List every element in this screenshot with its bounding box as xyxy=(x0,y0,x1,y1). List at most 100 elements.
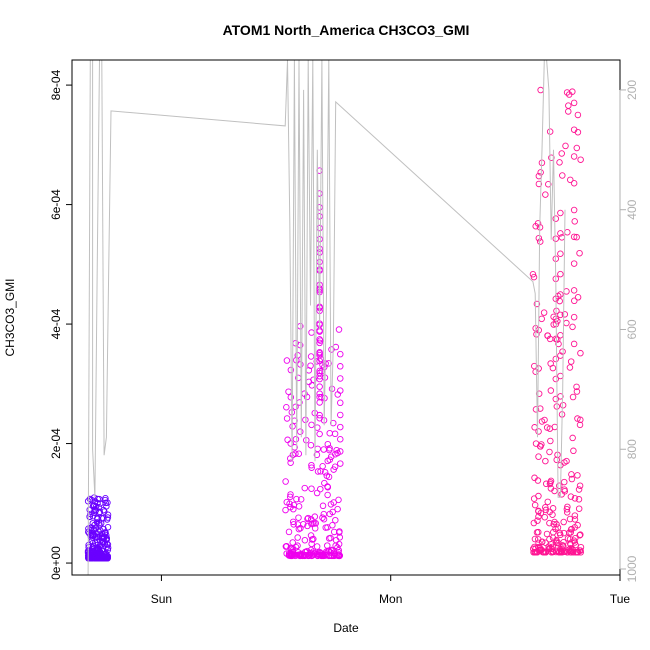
data-point xyxy=(557,230,564,237)
data-point xyxy=(333,446,340,454)
data-point xyxy=(574,472,581,479)
data-point xyxy=(308,329,315,336)
data-point xyxy=(289,539,296,546)
data-point xyxy=(335,548,342,556)
data-point xyxy=(310,376,317,383)
data-point xyxy=(558,491,565,498)
data-point xyxy=(332,516,339,524)
data-point xyxy=(337,448,344,455)
data-point xyxy=(313,489,321,497)
data-point xyxy=(290,501,298,509)
data-point xyxy=(314,445,321,453)
data-point xyxy=(552,235,560,242)
data-point xyxy=(542,506,550,514)
data-point xyxy=(531,535,539,543)
x-axis-label: Date xyxy=(333,621,359,635)
data-point xyxy=(337,423,344,431)
chart-title: ATOM1 North_America CH3CO3_GMI xyxy=(223,22,470,38)
data-point xyxy=(574,111,582,119)
y-tick-label: 0e+00 xyxy=(49,546,63,580)
data-point xyxy=(577,549,584,556)
data-point xyxy=(100,506,107,514)
data-point xyxy=(290,505,297,513)
data-point xyxy=(545,181,552,188)
data-point xyxy=(308,421,315,429)
data-point xyxy=(570,99,578,107)
data-point xyxy=(563,506,571,513)
data-point xyxy=(316,383,323,390)
data-point xyxy=(282,506,289,514)
data-point xyxy=(561,478,568,486)
data-point xyxy=(564,503,571,511)
data-point xyxy=(337,399,344,407)
data-point xyxy=(327,534,334,542)
data-point xyxy=(286,493,294,501)
data-point xyxy=(294,521,302,528)
data-point xyxy=(295,503,303,510)
data-point xyxy=(553,520,560,528)
data-point xyxy=(532,368,539,376)
data-point xyxy=(92,554,100,561)
data-point xyxy=(90,494,98,501)
data-point xyxy=(304,522,311,530)
data-point xyxy=(287,491,294,498)
data-point xyxy=(552,375,560,383)
data-point xyxy=(283,543,290,550)
data-point xyxy=(531,501,539,509)
data-point xyxy=(316,369,323,377)
data-point xyxy=(560,539,567,546)
data-point xyxy=(330,552,337,559)
data-point xyxy=(557,548,565,556)
data-point xyxy=(316,375,323,383)
data-point xyxy=(332,451,339,458)
data-point xyxy=(577,416,584,424)
data-point xyxy=(292,403,299,411)
data-point xyxy=(566,515,574,523)
data-point xyxy=(564,228,571,236)
data-point xyxy=(570,206,578,214)
data-point xyxy=(337,436,344,443)
right-tick-label: 200 xyxy=(625,80,639,100)
data-point xyxy=(555,340,562,348)
right-tick-label: 1000 xyxy=(625,555,639,582)
data-point xyxy=(571,297,578,305)
data-point xyxy=(568,475,576,483)
data-point xyxy=(96,542,104,549)
data-point xyxy=(308,552,316,559)
data-point xyxy=(335,540,343,548)
data-point xyxy=(567,540,574,547)
data-point xyxy=(103,537,110,544)
data-point xyxy=(316,349,323,356)
data-point xyxy=(294,542,301,549)
data-point xyxy=(567,358,575,365)
data-point xyxy=(326,445,333,452)
y-tick-label: 8e-04 xyxy=(49,69,63,100)
data-point xyxy=(91,533,99,541)
data-point xyxy=(576,249,583,257)
data-point xyxy=(577,156,584,163)
data-point xyxy=(324,491,331,499)
data-point xyxy=(568,471,575,478)
data-point xyxy=(89,539,97,547)
data-point xyxy=(567,493,575,500)
data-point xyxy=(570,340,578,348)
data-point xyxy=(337,460,344,467)
data-point xyxy=(321,469,329,476)
data-point xyxy=(549,534,557,542)
data-point xyxy=(566,529,573,536)
data-point xyxy=(546,519,553,527)
data-point xyxy=(535,180,543,188)
data-point xyxy=(557,270,564,278)
data-point xyxy=(326,429,333,437)
data-point xyxy=(307,532,315,539)
data-point xyxy=(329,419,337,427)
data-point xyxy=(307,353,315,360)
data-point xyxy=(100,554,107,561)
data-point xyxy=(570,287,578,294)
data-point xyxy=(553,456,560,464)
data-point xyxy=(534,220,542,227)
data-point xyxy=(563,288,570,295)
data-point xyxy=(89,502,97,510)
data-point xyxy=(537,169,544,176)
